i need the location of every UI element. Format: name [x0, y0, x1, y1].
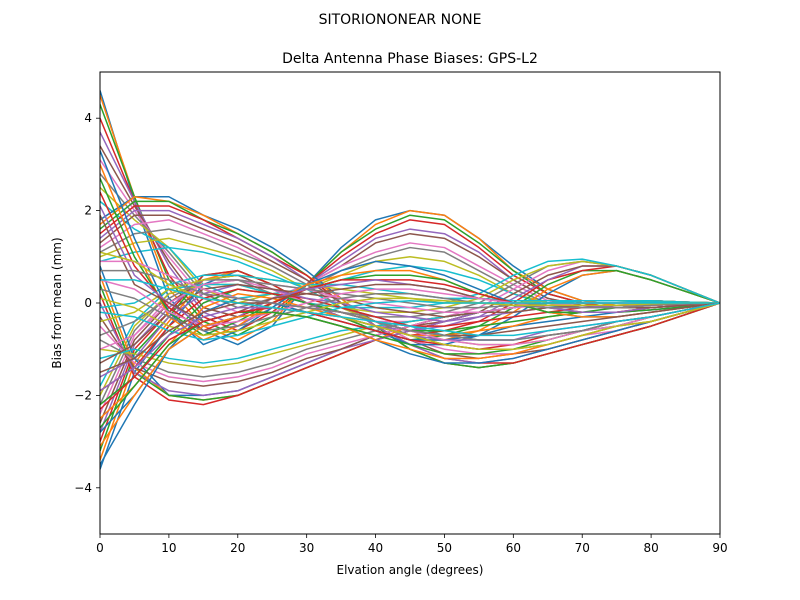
y-tick-label: 0 — [84, 296, 92, 310]
x-tick-label: 0 — [96, 541, 104, 555]
chart-title: Delta Antenna Phase Biases: GPS-L2 — [282, 51, 538, 67]
x-tick-label: 20 — [230, 541, 245, 555]
series-line-58 — [100, 288, 720, 332]
x-tick-label: 60 — [506, 541, 521, 555]
x-axis-ticks: 0 10 20 30 40 50 60 70 80 90 — [96, 534, 728, 555]
series-line-60 — [100, 299, 720, 341]
y-tick-label: 4 — [84, 111, 92, 125]
y-axis-ticks: −4 −2 0 2 4 — [74, 111, 100, 495]
x-tick-label: 70 — [575, 541, 590, 555]
x-tick-label: 50 — [437, 541, 452, 555]
x-tick-label: 80 — [643, 541, 658, 555]
y-tick-label: −4 — [74, 481, 92, 495]
y-tick-label: 2 — [84, 204, 92, 218]
series-line-59 — [100, 297, 720, 337]
y-tick-label: −2 — [74, 388, 92, 402]
series-line-70 — [100, 279, 720, 337]
x-tick-label: 30 — [299, 541, 314, 555]
x-tick-label: 10 — [161, 541, 176, 555]
x-tick-label: 40 — [368, 541, 383, 555]
y-axis-label: Bias from mean (mm) — [50, 237, 64, 368]
x-axis-label: Elvation angle (degrees) — [337, 563, 484, 577]
series-layer — [100, 90, 720, 470]
figure-suptitle: SITORIONONEAR NONE — [319, 12, 482, 28]
x-tick-label: 90 — [712, 541, 727, 555]
